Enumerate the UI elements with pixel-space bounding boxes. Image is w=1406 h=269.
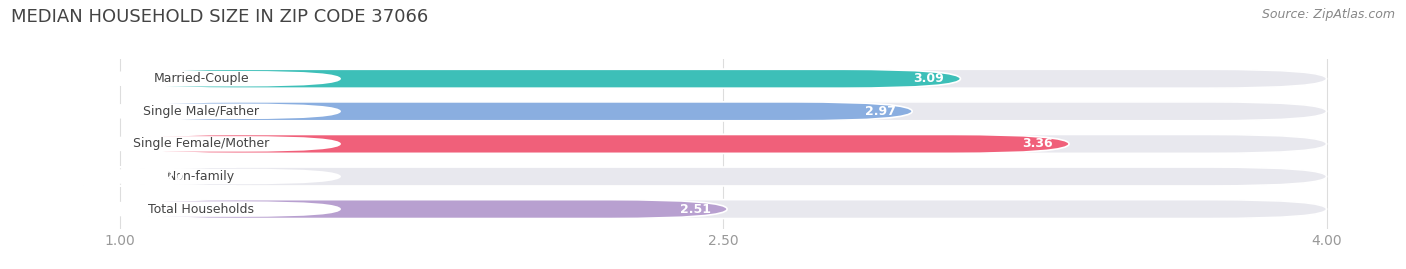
FancyBboxPatch shape <box>120 134 1326 153</box>
FancyBboxPatch shape <box>62 201 340 217</box>
FancyBboxPatch shape <box>120 167 1326 186</box>
Text: MEDIAN HOUSEHOLD SIZE IN ZIP CODE 37066: MEDIAN HOUSEHOLD SIZE IN ZIP CODE 37066 <box>11 8 429 26</box>
FancyBboxPatch shape <box>62 136 340 152</box>
Text: Non-family: Non-family <box>167 170 235 183</box>
FancyBboxPatch shape <box>120 200 1326 218</box>
Text: Single Male/Father: Single Male/Father <box>143 105 259 118</box>
FancyBboxPatch shape <box>120 102 912 121</box>
FancyBboxPatch shape <box>62 104 340 119</box>
FancyBboxPatch shape <box>62 169 340 184</box>
Text: 2.97: 2.97 <box>865 105 896 118</box>
Text: 1.20: 1.20 <box>153 170 184 183</box>
FancyBboxPatch shape <box>120 69 1326 88</box>
Text: Total Households: Total Households <box>148 203 254 215</box>
FancyBboxPatch shape <box>62 71 340 87</box>
FancyBboxPatch shape <box>120 69 960 88</box>
FancyBboxPatch shape <box>120 200 727 218</box>
Text: 3.09: 3.09 <box>914 72 945 85</box>
Text: Married-Couple: Married-Couple <box>153 72 249 85</box>
FancyBboxPatch shape <box>120 102 1326 121</box>
Text: 2.51: 2.51 <box>681 203 711 215</box>
FancyBboxPatch shape <box>83 167 236 186</box>
Text: Single Female/Mother: Single Female/Mother <box>134 137 270 150</box>
FancyBboxPatch shape <box>120 134 1069 153</box>
Text: 3.36: 3.36 <box>1022 137 1053 150</box>
Text: Source: ZipAtlas.com: Source: ZipAtlas.com <box>1261 8 1395 21</box>
